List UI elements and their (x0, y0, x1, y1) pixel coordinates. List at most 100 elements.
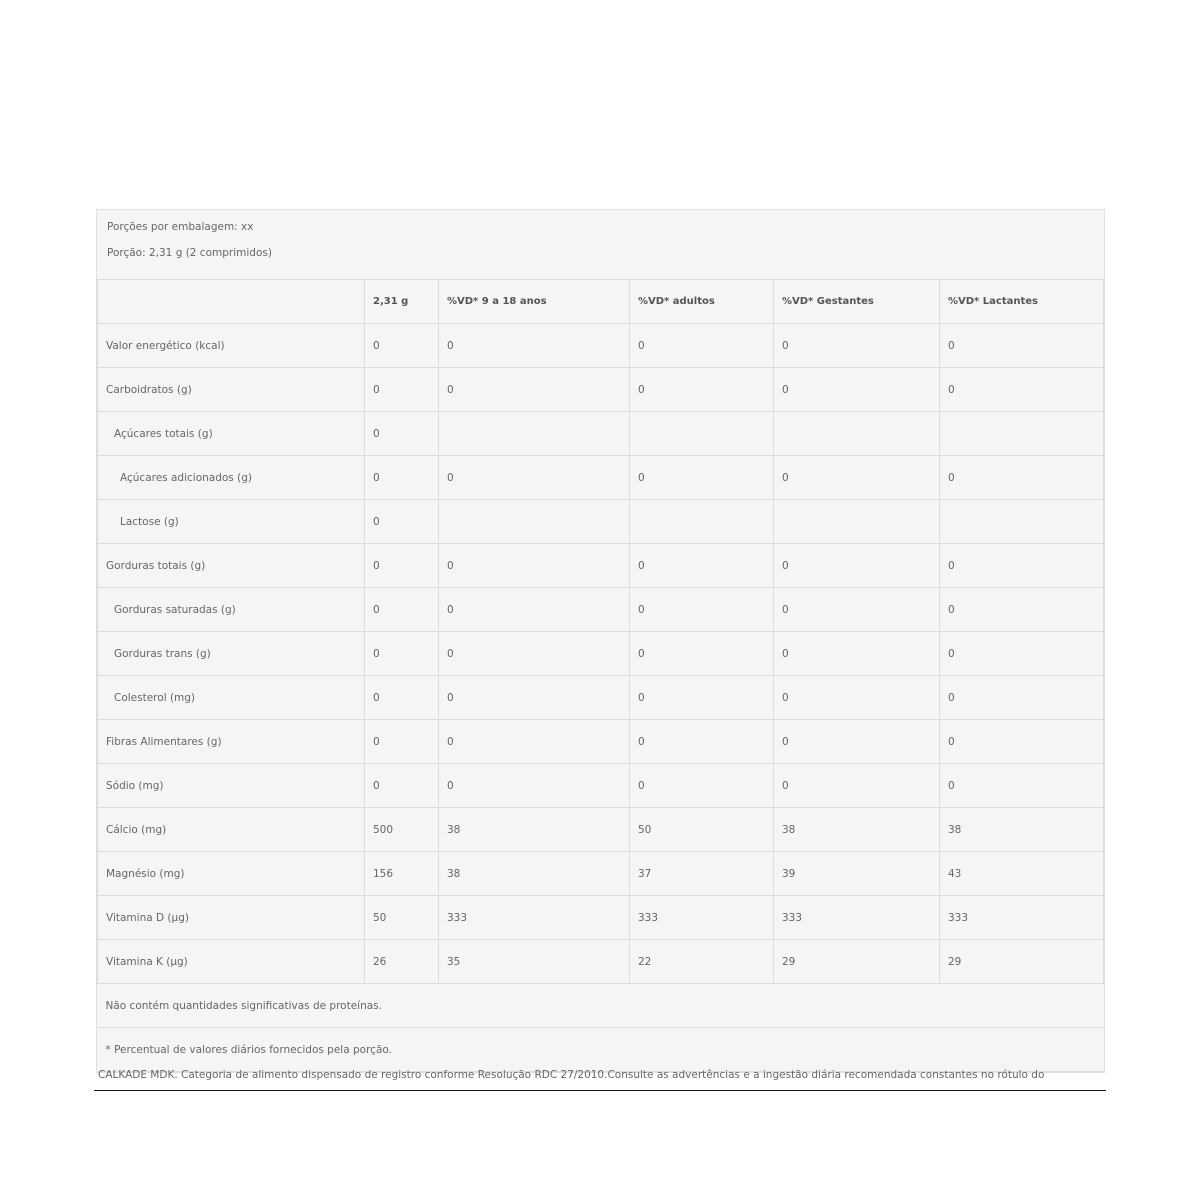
nutrient-value (629, 499, 774, 544)
nutrition-facts-table: Porções por embalagem: xx Porção: 2,31 g… (96, 209, 1105, 1073)
nutrient-value: 0 (364, 499, 439, 544)
table-row: Valor energético (kcal) 0 0 0 0 0 (97, 323, 1104, 368)
nutrient-label: Açúcares adicionados (g) (97, 455, 365, 500)
nutrient-value: 0 (364, 587, 439, 632)
nutrient-value: 0 (364, 543, 439, 588)
table-row: Cálcio (mg) 500 38 50 38 38 (97, 807, 1104, 852)
nutrient-label: Vitamina D (µg) (97, 895, 365, 940)
nutrient-label: Valor energético (kcal) (97, 323, 365, 368)
column-header: 2,31 g (364, 279, 439, 324)
table-row: Gorduras totais (g) 0 0 0 0 0 (97, 543, 1104, 588)
nutrient-value: 0 (629, 587, 774, 632)
nutrient-value (773, 411, 940, 456)
nutrient-value: 0 (629, 763, 774, 808)
nutrient-label: Sódio (mg) (97, 763, 365, 808)
nutrient-value: 0 (629, 367, 774, 412)
nutrient-value: 0 (629, 323, 774, 368)
divider (94, 1090, 1106, 1091)
nutrient-value: 38 (939, 807, 1104, 852)
nutrient-value: 43 (939, 851, 1104, 896)
nutrient-value: 0 (773, 719, 940, 764)
nutrient-value: 0 (364, 631, 439, 676)
table-row: Vitamina K (µg) 26 35 22 29 29 (97, 939, 1104, 984)
nutrient-value: 0 (438, 323, 630, 368)
nutrient-value (438, 411, 630, 456)
nutrient-value: 333 (939, 895, 1104, 940)
nutrient-value: 0 (629, 675, 774, 720)
column-header: %VD* Gestantes (773, 279, 940, 324)
nutrient-value: 0 (629, 631, 774, 676)
nutrient-value: 0 (939, 587, 1104, 632)
nutrient-value (939, 499, 1104, 544)
nutrient-label: Vitamina K (µg) (97, 939, 365, 984)
nutrient-value: 0 (939, 763, 1104, 808)
nutrient-label: Lactose (g) (97, 499, 365, 544)
table-row: Colesterol (mg) 0 0 0 0 0 (97, 675, 1104, 720)
column-header: %VD* 9 a 18 anos (438, 279, 630, 324)
nutrient-value: 0 (364, 675, 439, 720)
nutrient-value: 29 (939, 939, 1104, 984)
nutrient-value: 0 (438, 631, 630, 676)
nutrient-value: 0 (773, 367, 940, 412)
table-row: Carboidratos (g) 0 0 0 0 0 (97, 367, 1104, 412)
serving-info: Porções por embalagem: xx Porção: 2,31 g… (97, 210, 1104, 279)
nutrient-value: 0 (438, 367, 630, 412)
nutrient-value: 0 (939, 719, 1104, 764)
nutrient-value: 0 (364, 323, 439, 368)
nutrient-value: 0 (939, 543, 1104, 588)
nutrient-value: 0 (773, 323, 940, 368)
nutrient-value: 0 (629, 543, 774, 588)
nutrient-value: 22 (629, 939, 774, 984)
nutrient-value (939, 411, 1104, 456)
nutrient-label: Fibras Alimentares (g) (97, 719, 365, 764)
nutrient-value: 0 (438, 455, 630, 500)
nutrient-value: 50 (629, 807, 774, 852)
nutrient-value: 0 (939, 323, 1104, 368)
nutrient-value: 333 (438, 895, 630, 940)
nutrient-value: 0 (773, 587, 940, 632)
nutrient-value: 26 (364, 939, 439, 984)
nutrient-value: 0 (939, 631, 1104, 676)
nutrient-value: 0 (438, 543, 630, 588)
nutrient-value: 0 (629, 455, 774, 500)
nutrient-value (438, 499, 630, 544)
disclaimer-text: CALKADE MDK. Categoria de alimento dispe… (98, 1069, 1045, 1081)
nutrient-value: 0 (939, 455, 1104, 500)
nutrient-value: 38 (773, 807, 940, 852)
nutrient-label: Gorduras totais (g) (97, 543, 365, 588)
nutrient-value: 156 (364, 851, 439, 896)
column-header (97, 279, 365, 324)
nutrient-label: Gorduras trans (g) (97, 631, 365, 676)
note-text: * Percentual de valores diários fornecid… (97, 1027, 1104, 1072)
portion-size: Porção: 2,31 g (2 comprimidos) (107, 247, 272, 259)
nutrient-value: 0 (364, 367, 439, 412)
nutrient-value: 333 (629, 895, 774, 940)
note-row: Não contém quantidades significativas de… (97, 983, 1104, 1028)
column-header: %VD* Lactantes (939, 279, 1104, 324)
nutrient-value: 39 (773, 851, 940, 896)
nutrient-value: 0 (364, 719, 439, 764)
table-row: Sódio (mg) 0 0 0 0 0 (97, 763, 1104, 808)
nutrient-value: 0 (939, 367, 1104, 412)
nutrient-label: Cálcio (mg) (97, 807, 365, 852)
table-row: Lactose (g) 0 (97, 499, 1104, 544)
nutrient-value: 0 (629, 719, 774, 764)
nutrient-value: 38 (438, 851, 630, 896)
nutrient-value: 0 (364, 455, 439, 500)
nutrient-label: Carboidratos (g) (97, 367, 365, 412)
column-header: %VD* adultos (629, 279, 774, 324)
nutrient-value: 38 (438, 807, 630, 852)
nutrient-value: 333 (773, 895, 940, 940)
nutrient-value: 35 (438, 939, 630, 984)
table-row: Açúcares totais (g) 0 (97, 411, 1104, 456)
table-row: Vitamina D (µg) 50 333 333 333 333 (97, 895, 1104, 940)
nutrient-value: 50 (364, 895, 439, 940)
nutrient-label: Açúcares totais (g) (97, 411, 365, 456)
nutrient-value: 0 (773, 543, 940, 588)
nutrient-label: Colesterol (mg) (97, 675, 365, 720)
table-row: Gorduras trans (g) 0 0 0 0 0 (97, 631, 1104, 676)
note-text: Não contém quantidades significativas de… (97, 983, 1104, 1028)
table-row: Gorduras saturadas (g) 0 0 0 0 0 (97, 587, 1104, 632)
table-row: Fibras Alimentares (g) 0 0 0 0 0 (97, 719, 1104, 764)
table-row: Açúcares adicionados (g) 0 0 0 0 0 (97, 455, 1104, 500)
